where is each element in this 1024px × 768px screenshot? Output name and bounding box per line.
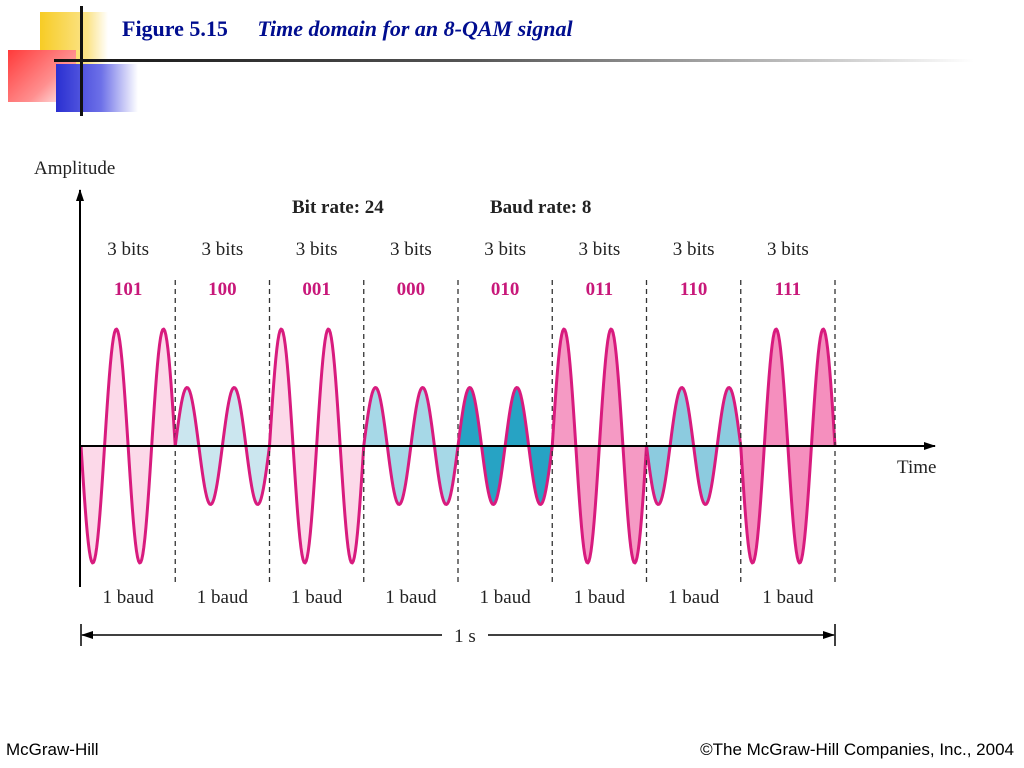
baud-label: 1 baud [385, 587, 437, 608]
baud-label: 1 baud [668, 587, 720, 608]
baud-label: 1 baud [480, 587, 532, 608]
bit-code-001: 001 [302, 279, 331, 300]
bits-label: 3 bits [579, 239, 621, 260]
bit-code-011: 011 [586, 279, 613, 300]
bit-code-101: 101 [114, 279, 143, 300]
bits-label: 3 bits [202, 239, 244, 260]
bits-label: 3 bits [296, 239, 338, 260]
baud-rate-label: Baud rate: 8 [490, 197, 591, 218]
baud-label: 1 baud [103, 587, 155, 608]
footer-copyright: ©The McGraw-Hill Companies, Inc., 2004 [700, 740, 1014, 759]
duration-indicator: 1 s [80, 624, 836, 647]
axes-layer [76, 189, 936, 587]
segments-layer: 3 bits 101 1 baud 3 bits 100 1 baud 3 bits 001 1… [79, 239, 837, 608]
bits-label: 3 bits [673, 239, 715, 260]
baud-label: 1 baud [197, 587, 249, 608]
baud-label: 1 baud [574, 587, 626, 608]
duration-label: 1 s [454, 626, 476, 647]
baud-label: 1 baud [291, 587, 343, 608]
time-axis-label: Time [897, 457, 936, 478]
footer-publisher: McGraw-Hill [6, 740, 99, 759]
slide-title: Figure 5.15 Time domain for an 8-QAM sig… [122, 16, 573, 42]
figure-label: Figure 5.15 [122, 16, 228, 41]
bit-code-000: 000 [397, 279, 426, 300]
bit-code-100: 100 [208, 279, 237, 300]
bit-code-111: 111 [775, 279, 801, 300]
figure-caption: Time domain for an 8-QAM signal [257, 16, 573, 41]
baud-label: 1 baud [762, 587, 814, 608]
bit-code-110: 110 [680, 279, 707, 300]
title-underline [54, 59, 974, 62]
decor-blue-square [56, 64, 138, 112]
bits-label: 3 bits [767, 239, 809, 260]
bit-rate-label: Bit rate: 24 [292, 197, 384, 218]
amplitude-axis-label: Amplitude [34, 158, 115, 179]
bit-code-010: 010 [491, 279, 520, 300]
bits-label: 3 bits [107, 239, 149, 260]
bits-label: 3 bits [484, 239, 526, 260]
bits-label: 3 bits [390, 239, 432, 260]
